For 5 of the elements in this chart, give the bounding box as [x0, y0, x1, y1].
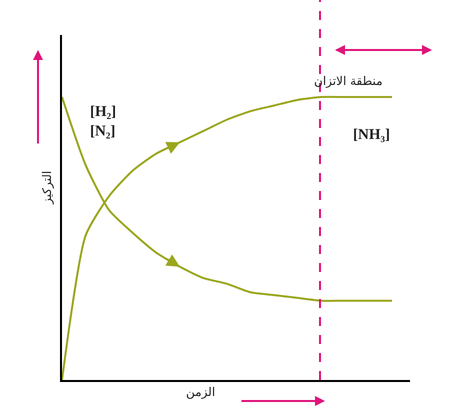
series-label: [NH₃]: [353, 127, 390, 143]
y-axis-title: التركيز: [40, 170, 54, 205]
x-axis-title: الزمن: [186, 385, 216, 399]
text: منطقة الاتزان: [314, 74, 382, 88]
series-label: [H₂] [N₂]: [90, 104, 116, 140]
